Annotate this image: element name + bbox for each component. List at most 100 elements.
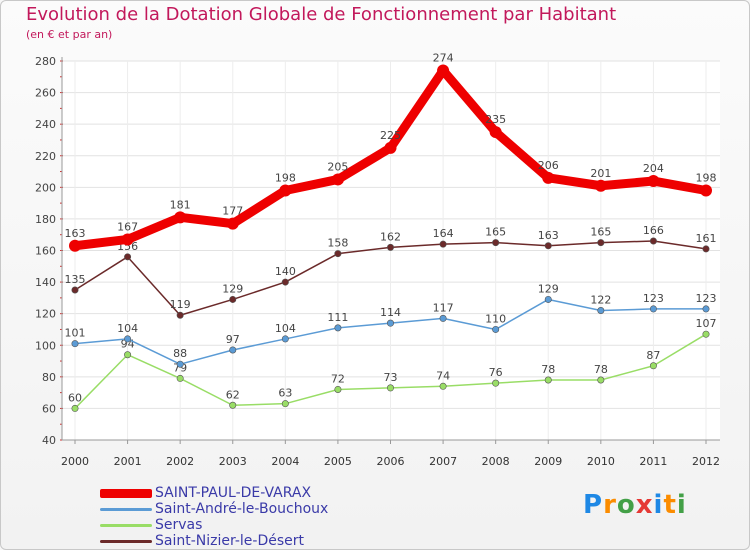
data-point (226, 217, 239, 230)
data-point (229, 295, 237, 303)
legend-label: Saint-Nizier-le-Désert (155, 533, 304, 549)
logo-letter: o (616, 490, 636, 520)
data-label: 119 (170, 298, 191, 311)
data-label: 63 (278, 387, 292, 400)
legend-swatch (100, 523, 152, 527)
legend-label: Saint-André-le-Bouchoux (155, 501, 329, 517)
data-point (334, 250, 342, 258)
data-point (386, 384, 394, 392)
x-tick-label: 2004 (271, 455, 299, 468)
y-tick-label: 260 (35, 87, 56, 100)
chart-subtitle: (en € et par an) (26, 28, 113, 41)
data-point (597, 307, 605, 315)
data-label: 111 (327, 311, 348, 324)
data-point (71, 340, 79, 348)
data-point (71, 404, 79, 412)
y-tick-label: 80 (42, 371, 56, 384)
data-label: 104 (117, 322, 138, 335)
data-point (647, 175, 660, 188)
data-point (439, 382, 447, 390)
data-label: 140 (275, 265, 296, 278)
data-label: 87 (646, 349, 660, 362)
data-label: 79 (173, 361, 187, 374)
data-point (334, 385, 342, 393)
data-point (384, 141, 397, 154)
data-point (229, 401, 237, 409)
data-label: 78 (594, 363, 608, 376)
data-point (594, 179, 607, 192)
legend-swatch (100, 507, 152, 511)
legend-swatch (100, 488, 152, 498)
data-label: 74 (436, 369, 450, 382)
data-label: 177 (222, 205, 243, 218)
y-tick-label: 40 (42, 434, 56, 447)
data-point (492, 239, 500, 247)
data-point (702, 305, 710, 313)
logo-letter: t (663, 490, 677, 520)
x-tick-label: 2005 (324, 455, 352, 468)
data-point (71, 286, 79, 294)
data-label: 166 (643, 224, 664, 237)
legend-label: SAINT-PAUL-DE-VARAX (155, 485, 312, 501)
data-label: 274 (433, 51, 454, 64)
data-point (176, 374, 184, 382)
data-label: 163 (538, 229, 559, 242)
data-point (544, 295, 552, 303)
y-tick-label: 220 (35, 150, 56, 163)
data-point (544, 376, 552, 384)
data-label: 129 (222, 282, 243, 295)
data-label: 201 (590, 167, 611, 180)
data-label: 164 (433, 227, 454, 240)
data-label: 165 (590, 226, 611, 239)
data-label: 107 (696, 317, 717, 330)
data-point (176, 360, 184, 368)
chart-title: Evolution de la Dotation Globale de Fonc… (26, 4, 617, 25)
logo-letter: i (653, 490, 664, 520)
x-tick-label: 2010 (587, 455, 615, 468)
logo-letter: P (583, 490, 604, 520)
data-point (439, 314, 447, 322)
y-tick-label: 100 (35, 339, 56, 352)
data-label: 181 (170, 198, 191, 211)
data-point (492, 379, 500, 387)
data-label: 110 (485, 312, 506, 325)
data-label: 78 (541, 363, 555, 376)
data-label: 122 (590, 294, 611, 307)
data-point (124, 335, 132, 343)
data-label: 161 (696, 232, 717, 245)
data-point (437, 64, 450, 77)
logo-letter: i (676, 490, 687, 520)
y-tick-label: 280 (35, 55, 56, 68)
data-point (229, 346, 237, 354)
legend-label: Servas (155, 517, 203, 533)
data-point (121, 233, 134, 246)
data-point (279, 184, 292, 197)
data-label: 158 (327, 237, 348, 250)
data-point (649, 237, 657, 245)
y-tick-label: 140 (35, 276, 56, 289)
data-point (331, 173, 344, 186)
y-tick-label: 60 (42, 402, 56, 415)
data-point (542, 171, 555, 184)
data-point (489, 126, 502, 139)
data-label: 123 (696, 292, 717, 305)
proxiti-logo: Proxiti (583, 490, 687, 520)
x-tick-label: 2009 (534, 455, 562, 468)
data-label: 73 (384, 371, 398, 384)
x-tick-label: 2001 (114, 455, 142, 468)
data-point (69, 239, 81, 252)
data-point (492, 325, 500, 333)
data-label: 76 (489, 366, 503, 379)
data-label: 101 (65, 327, 86, 340)
y-tick-label: 160 (35, 245, 56, 258)
y-tick-label: 120 (35, 308, 56, 321)
y-tick-label: 200 (35, 181, 56, 194)
data-label: 165 (485, 226, 506, 239)
data-label: 198 (275, 171, 296, 184)
logo-letter: x (635, 490, 654, 520)
data-label: 97 (226, 333, 240, 346)
x-tick-label: 2002 (166, 455, 194, 468)
x-tick-label: 2011 (639, 455, 667, 468)
data-point (439, 240, 447, 248)
